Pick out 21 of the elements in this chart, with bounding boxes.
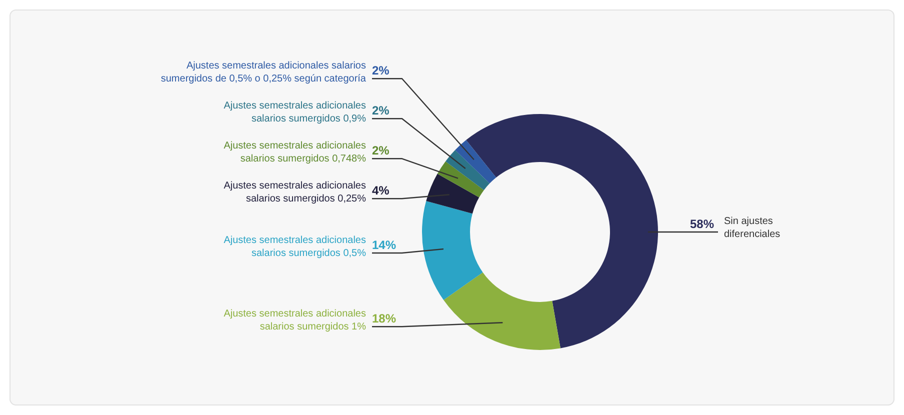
data-label: 4%	[372, 184, 390, 198]
donut-slice	[426, 174, 480, 214]
donut-slice	[422, 201, 483, 300]
slice-label: Ajustes semestrales adicionales salarios sumergidos 0,5%	[224, 235, 366, 260]
data-label: 14%	[372, 238, 396, 252]
donut-slice	[466, 114, 658, 348]
donut-slice	[437, 161, 484, 198]
donut-slice	[444, 272, 560, 350]
slice-label: Sin ajustes diferenciales	[724, 216, 780, 240]
data-label: 2%	[372, 144, 390, 158]
data-label: 18%	[372, 312, 396, 326]
data-label: 2%	[372, 104, 390, 118]
data-label: 2%	[372, 64, 390, 78]
slice-label: Ajustes semestrales adicionales salarios sumergidos 1%	[224, 308, 366, 333]
slice-label: Ajustes semestrales adicionales salarios sumergidos 0,25%	[224, 180, 366, 205]
donut-slice	[446, 150, 490, 190]
slice-label: Ajustes semestrales adicionales salarios sumergidos 0,9%	[224, 100, 366, 125]
slice-label: Ajustes semestrales adicionales salarios sumergidos de 0,5% o 0,25% según categoría	[160, 60, 366, 85]
donut-slice	[455, 140, 496, 184]
slice-label: Ajustes semestrales adicionales salarios sumergidos 0,748%	[224, 140, 366, 165]
data-label: 58%	[690, 217, 714, 231]
